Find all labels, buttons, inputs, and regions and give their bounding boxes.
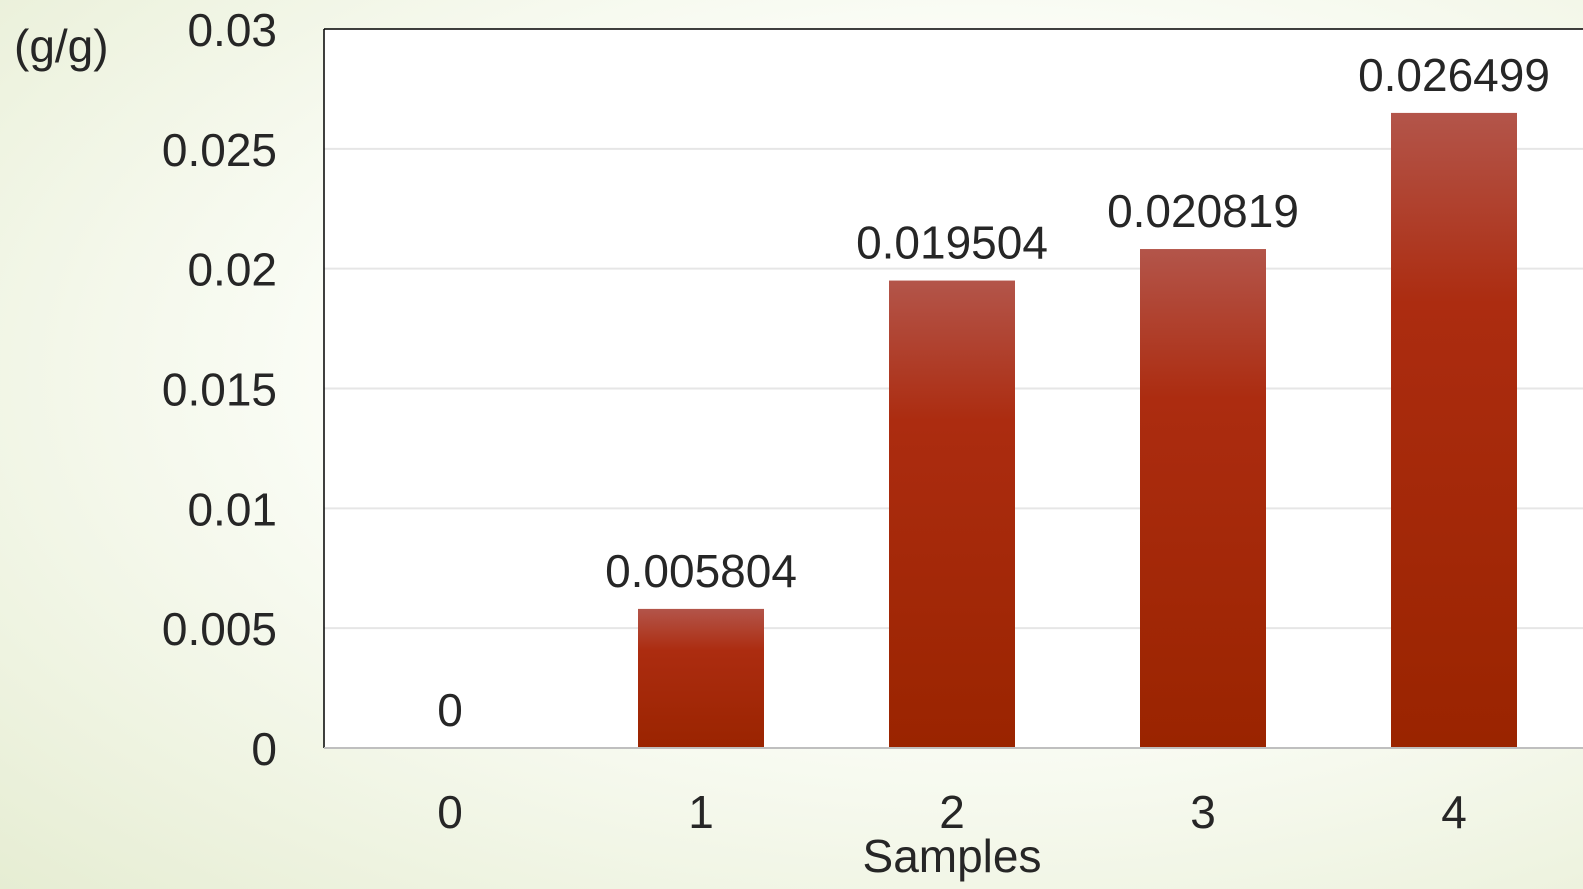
y-tick-label: 0 [251, 723, 277, 775]
data-label: 0 [437, 684, 463, 736]
axes [323, 28, 1583, 749]
labels: 0 0.005 0.01 0.015 0.02 0.025 0.03 0 0 0.005804 1 0… [162, 4, 1550, 838]
x-tick-label: 1 [688, 786, 714, 838]
bar [1140, 249, 1266, 748]
y-tick-label: 0.02 [187, 244, 277, 296]
bar [889, 280, 1015, 748]
bar [1391, 112, 1517, 749]
y-tick-label: 0.015 [162, 364, 277, 416]
y-tick-label: 0.025 [162, 124, 277, 176]
x-tick-label: 4 [1441, 786, 1467, 838]
x-tick-label: 2 [939, 786, 965, 838]
bar [638, 608, 764, 748]
data-label: 0.019504 [856, 217, 1048, 269]
bars [638, 112, 1517, 749]
x-axis-title: Samples [863, 830, 1042, 882]
data-label: 0.026499 [1358, 49, 1550, 101]
y-axis-title: (g/g) [14, 20, 109, 72]
y-tick-label: 0.03 [187, 4, 277, 56]
x-tick-label: 0 [437, 786, 463, 838]
data-label: 0.020819 [1107, 185, 1299, 237]
x-tick-label: 3 [1190, 786, 1216, 838]
data-label: 0.005804 [605, 545, 797, 597]
y-tick-label: 0.01 [187, 483, 277, 535]
y-tick-label: 0.005 [162, 603, 277, 655]
